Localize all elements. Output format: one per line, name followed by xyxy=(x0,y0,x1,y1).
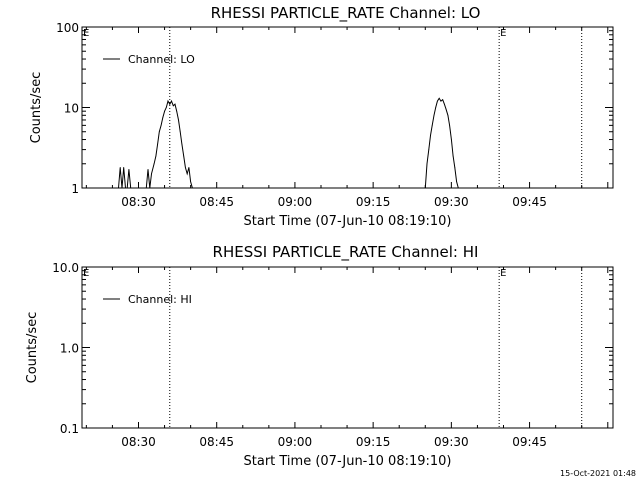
data-point xyxy=(158,131,160,133)
data-point xyxy=(457,187,459,189)
y-tick-label: 1.0 xyxy=(60,342,79,356)
x-tick-label: 09:00 xyxy=(278,195,313,209)
chart-panel-hi: RHESSI PARTICLE_RATE Channel: HI 08:30 08:… xyxy=(25,243,614,469)
x-tick-label: 09:45 xyxy=(512,435,547,449)
data-point xyxy=(437,100,438,102)
plot-frame xyxy=(81,266,614,429)
data-point xyxy=(171,100,172,102)
data-point xyxy=(440,100,442,102)
y-tick-label: 0.1 xyxy=(60,422,79,436)
data-point xyxy=(153,163,155,165)
data-point xyxy=(445,108,447,110)
data-point xyxy=(174,103,176,105)
data-point xyxy=(119,167,121,168)
x-tick-label: 08:45 xyxy=(199,195,234,209)
data-point xyxy=(442,99,444,101)
x-tick-label: 08:30 xyxy=(121,195,156,209)
data-point xyxy=(164,110,165,112)
legend-entry: Channel: LO xyxy=(128,53,195,66)
series-line xyxy=(118,167,132,189)
data-point xyxy=(426,163,428,165)
data-point xyxy=(147,169,149,170)
chart-title: RHESSI PARTICLE_RATE Channel: HI xyxy=(213,243,479,262)
data-point xyxy=(454,167,456,168)
x-tick-label: 09:15 xyxy=(356,195,391,209)
data-point xyxy=(125,187,126,189)
y-axis-label: Counts/sec xyxy=(29,72,44,144)
data-point xyxy=(183,155,185,157)
data-point xyxy=(155,155,157,157)
x-axis-label: Start Time (07-Jun-10 08:19:10) xyxy=(244,214,452,229)
event-marker: E xyxy=(83,268,89,279)
x-tick-label: 09:30 xyxy=(434,195,469,209)
data-point xyxy=(165,107,167,108)
x-tick-label: 09:45 xyxy=(512,195,547,209)
data-point xyxy=(151,173,152,175)
data-point xyxy=(444,103,445,105)
event-marker: E xyxy=(500,268,506,279)
y-tick-label: 10 xyxy=(64,102,79,116)
data-point xyxy=(438,97,440,99)
timestamp: 15-Oct-2021 01:48 xyxy=(560,469,636,478)
data-point xyxy=(179,131,181,133)
x-tick-label: 09:00 xyxy=(278,435,313,449)
x-tick-label: 09:15 xyxy=(356,435,391,449)
data-point xyxy=(126,187,128,189)
data-point xyxy=(452,155,454,157)
data-point xyxy=(449,124,451,126)
data-point xyxy=(121,187,123,189)
data-point xyxy=(169,103,171,105)
data-point xyxy=(128,169,130,170)
data-point xyxy=(188,167,190,168)
x-axis-label: Start Time (07-Jun-10 08:19:10) xyxy=(244,454,452,469)
x-tick-label: 08:45 xyxy=(199,435,234,449)
data-point xyxy=(456,181,457,183)
chart-title: RHESSI PARTICLE_RATE Channel: LO xyxy=(211,4,481,23)
data-point xyxy=(430,135,431,136)
data-point xyxy=(191,187,193,189)
legend-entry: Channel: HI xyxy=(128,293,192,306)
y-tick-label: 10.0 xyxy=(52,261,79,275)
plot-frame xyxy=(81,26,614,189)
data-point xyxy=(424,187,426,189)
data-point xyxy=(428,149,430,150)
data-point xyxy=(130,187,132,189)
data-point xyxy=(447,114,449,116)
data-point xyxy=(123,167,125,168)
data-point xyxy=(190,181,192,183)
data-point xyxy=(160,124,162,126)
data-point xyxy=(178,119,179,121)
data-point xyxy=(186,173,188,175)
data-point xyxy=(157,143,159,145)
data-point xyxy=(162,117,164,118)
x-tick-label: 09:30 xyxy=(434,435,469,449)
data-point xyxy=(435,107,437,108)
x-tick-label: 08:30 xyxy=(121,435,156,449)
chart-panel-lo: RHESSI PARTICLE_RATE Channel: LO 08:30 08:… xyxy=(29,4,614,229)
data-point xyxy=(185,167,186,168)
data-point xyxy=(431,124,433,126)
data-point xyxy=(145,187,147,189)
data-point xyxy=(172,105,174,107)
event-marker: E xyxy=(83,28,89,39)
y-tick-label: 1 xyxy=(71,182,79,196)
event-marker: E xyxy=(500,28,506,39)
series-line xyxy=(424,97,459,189)
data-point xyxy=(433,114,435,116)
y-axis-label: Counts/sec xyxy=(25,312,40,384)
data-point xyxy=(149,187,151,189)
data-point xyxy=(167,100,169,102)
data-point xyxy=(118,187,119,189)
data-point xyxy=(176,110,178,112)
y-tick-label: 100 xyxy=(56,21,79,35)
data-point xyxy=(181,143,183,145)
data-point xyxy=(450,139,452,140)
